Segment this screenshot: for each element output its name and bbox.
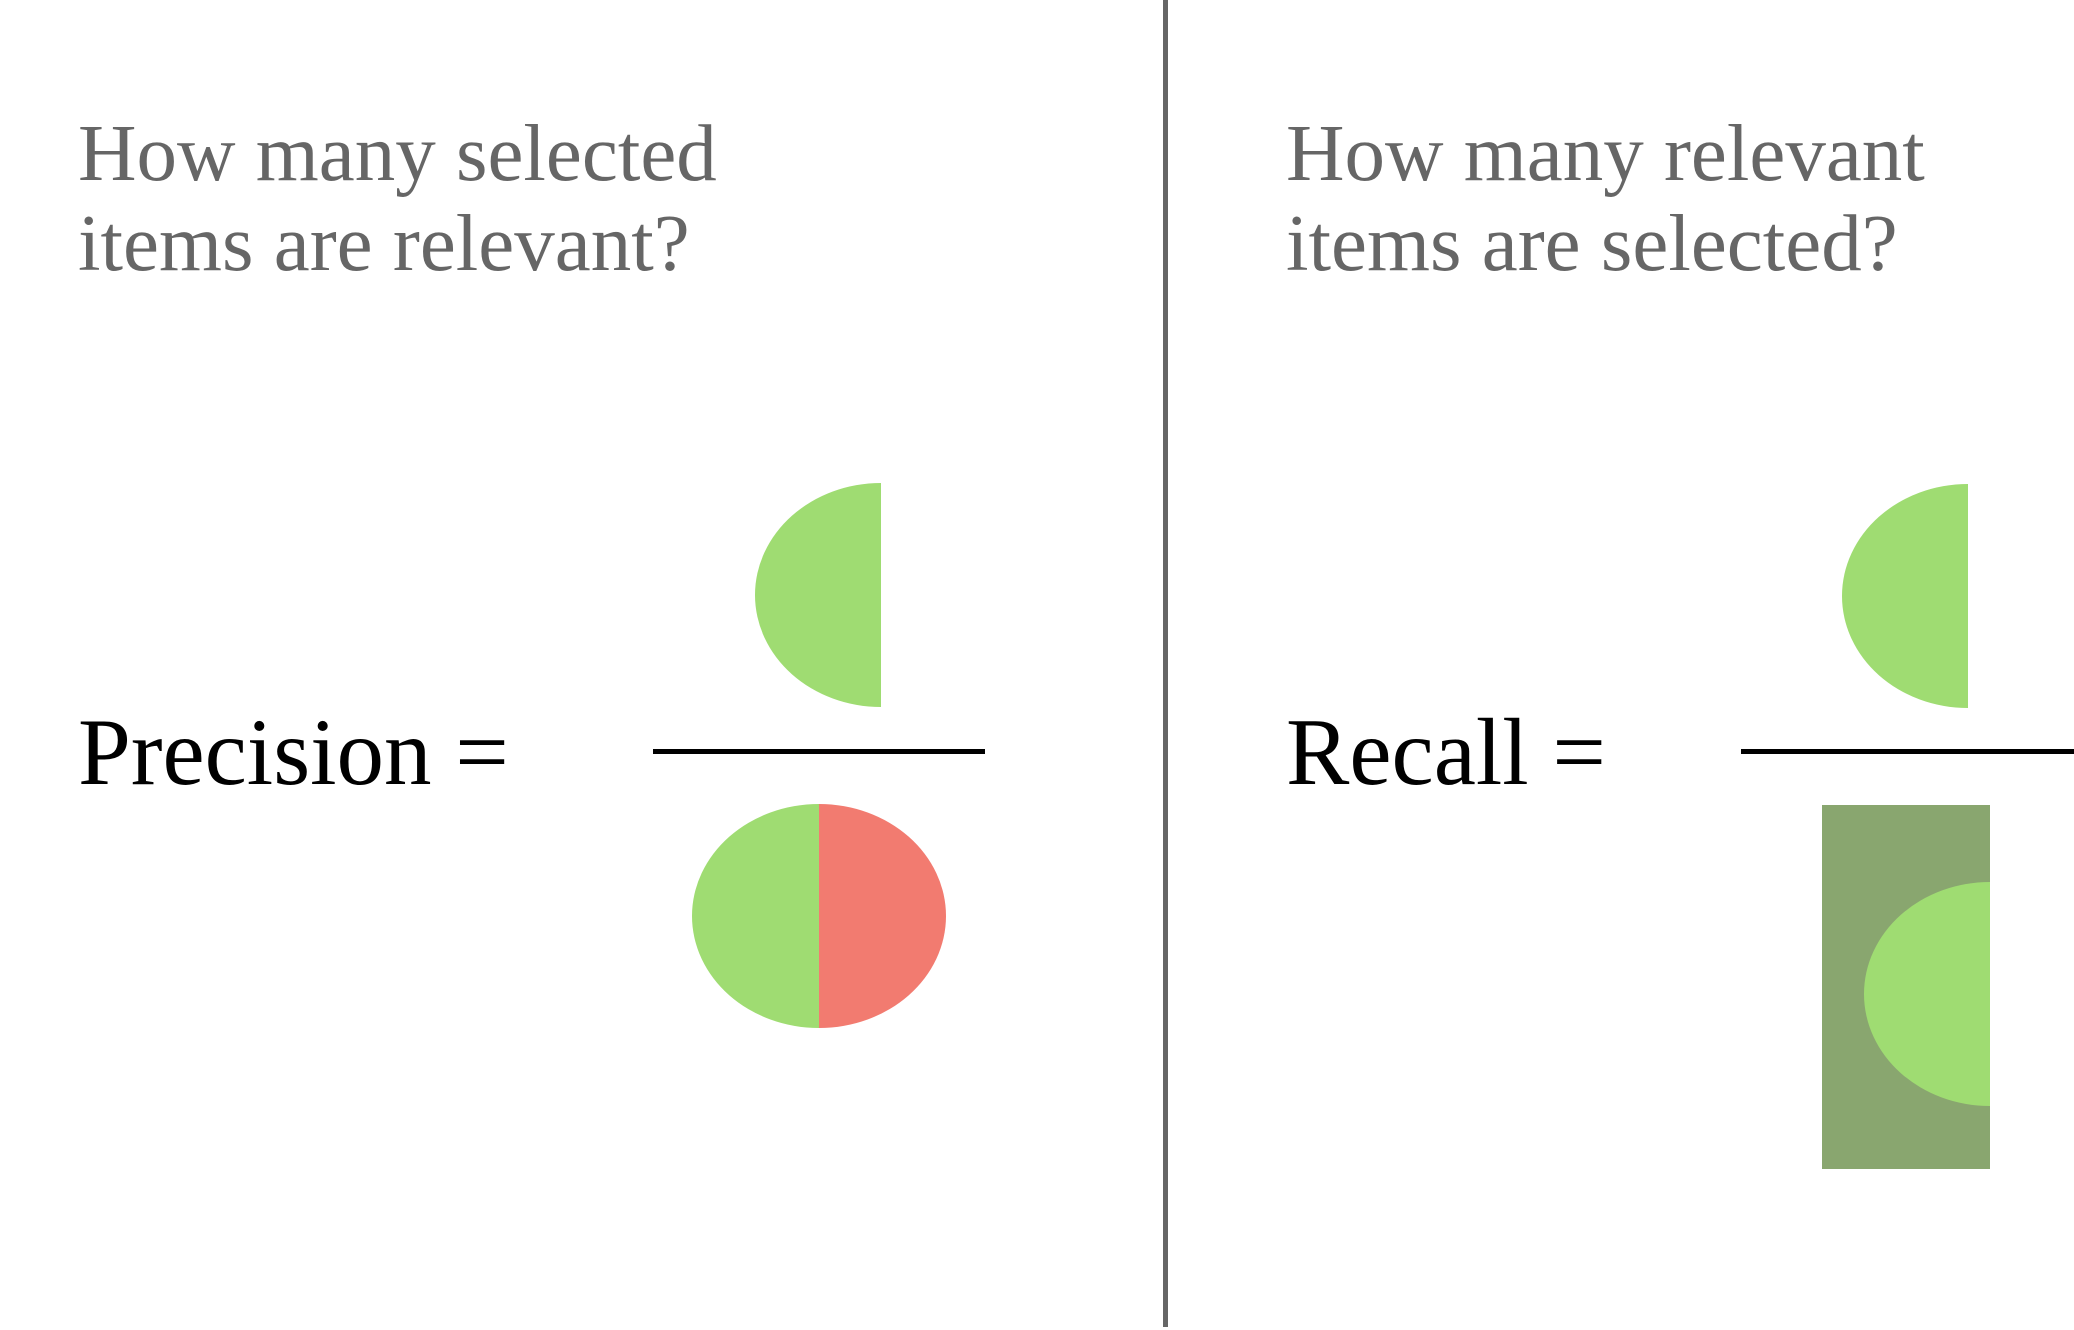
precision-question: How many selected items are relevant? [78,108,717,288]
recall-numerator-icon [1842,484,1968,708]
recall-question: How many relevant items are selected? [1286,108,1925,288]
recall-label: Recall = [1286,699,1606,805]
recall-fraction-bar [1741,749,2074,754]
precision-denominator-icon [692,804,946,1028]
precision-fraction-bar [653,749,985,754]
precision-label: Precision = [78,699,509,805]
panel-divider [1163,0,1168,1327]
precision-numerator-icon [755,483,881,707]
recall-denominator-icon [1822,805,1990,1169]
